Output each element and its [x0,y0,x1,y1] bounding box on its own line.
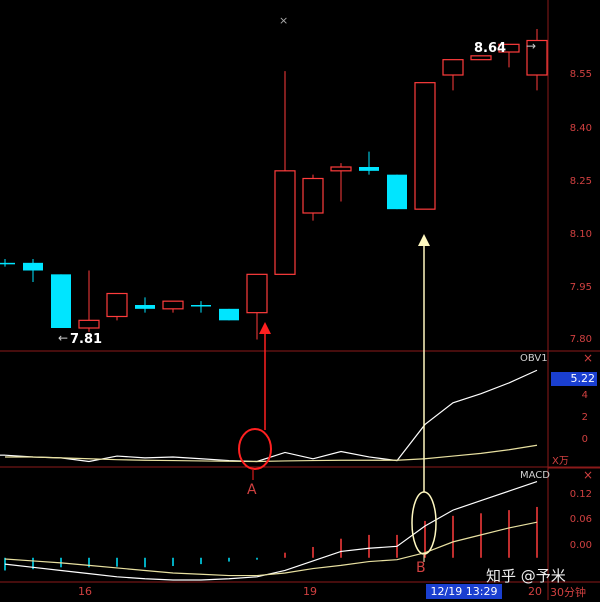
candle-body [359,167,379,171]
obv-ma-line [5,444,538,463]
period-label[interactable]: 30分钟 [550,586,586,599]
candle-body [162,300,184,310]
candle-body [219,308,239,321]
obv-value-box: 5.22 [551,372,597,386]
price-tick-label: 8.55 [569,69,592,80]
candle-body [498,43,520,53]
price-tick-label: 8.10 [569,229,592,240]
watermark: 知乎 @予米 [486,567,566,585]
arrow-right-icon: → [526,39,537,53]
macd-tick-label: 0.00 [569,540,592,551]
candle-body [442,59,464,76]
obv-tick-label: 4 [581,390,588,401]
candle-body [0,262,15,265]
candle-body [191,305,211,307]
candle-body [302,177,324,214]
low-price-label: 7.81 [70,332,103,347]
obv-line [4,369,538,463]
marker-b-label: B [416,560,426,576]
cursor-time-box: 12/19 13:29 [426,584,502,599]
macd-tick-label: 0.12 [569,489,592,500]
high-price-label: 8.64 [474,41,507,56]
candle-body [387,174,407,210]
candle-body [470,55,492,61]
date-label: 19 [303,585,317,598]
candle-body [330,166,352,172]
close-icon[interactable]: × [583,351,594,365]
date-label: 20 [528,585,542,598]
marker-b-arrowhead [418,234,430,246]
macd-dif-line [4,480,538,581]
price-tick-label: 7.80 [569,334,592,345]
candle-body [414,82,436,210]
date-label: 16 [78,585,92,598]
obv-tick-label: 2 [581,412,588,423]
marker-b-circle [411,491,437,555]
marker-a-arrowhead [259,322,271,334]
obv-tick-label: 0 [581,434,588,445]
obv-title: OBV1 [520,353,548,364]
obv-unit-label: X万 [552,456,569,467]
candle-body [274,170,296,275]
macd-dea-line [4,521,538,577]
price-tick-label: 8.25 [569,176,592,187]
macd-title: MACD [520,470,550,481]
candle-body [51,274,71,328]
candle-body [106,292,128,318]
price-tick-label: 7.95 [569,282,592,293]
arrow-left-icon: ← [58,331,69,345]
marker-a-circle [238,428,272,470]
crosshair-icon: × [279,14,289,27]
close-icon[interactable]: × [583,468,594,482]
candle-body [526,39,548,76]
candle-body [23,262,43,271]
price-tick-label: 8.40 [569,123,592,134]
marker-a-label: A [247,482,257,498]
candle-body [78,319,100,329]
candle-body [135,305,155,309]
macd-tick-label: 0.06 [569,514,592,525]
candle-body [246,273,268,314]
